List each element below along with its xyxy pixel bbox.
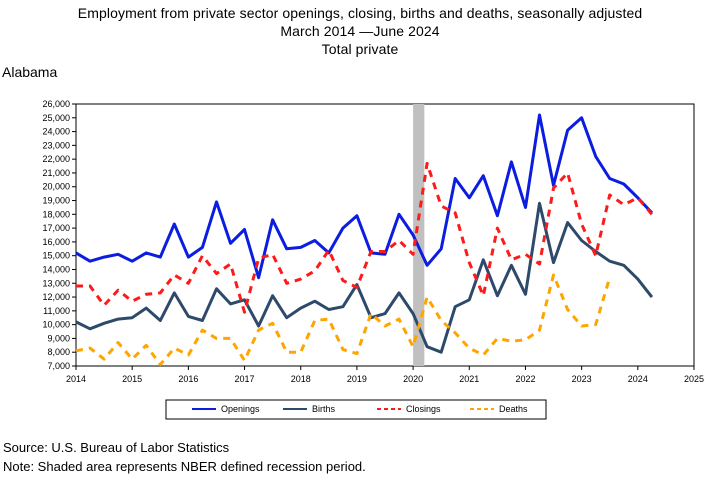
y-tick-label: 11,000 (43, 306, 70, 316)
legend-box (165, 399, 547, 420)
x-tick-label: 2023 (572, 374, 592, 384)
legend-label-closings: Closings (406, 404, 441, 414)
plot-frame (75, 103, 695, 367)
y-tick-label: 8,000 (47, 347, 70, 357)
y-tick-label: 22,000 (42, 154, 70, 164)
x-tick-label: 2019 (347, 374, 367, 384)
y-tick-label: 13,000 (42, 278, 70, 288)
chart-title: Employment from private sector openings,… (77, 5, 643, 21)
y-tick-label: 21,000 (42, 168, 70, 178)
y-tick-label: 26,000 (42, 99, 70, 109)
series-line-closings (76, 161, 654, 314)
series-line-births (75, 201, 654, 354)
y-tick-label: 20,000 (42, 182, 70, 192)
source-note: Source: U.S. Bureau of Labor Statistics (3, 440, 230, 455)
y-tick-label: 19,000 (42, 196, 70, 206)
y-tick-label: 16,000 (42, 237, 70, 247)
y-tick-label: 14,000 (42, 264, 70, 274)
y-tick-label: 24,000 (42, 127, 70, 137)
recession-note: Note: Shaded area represents NBER define… (3, 459, 366, 474)
x-tick-label: 2020 (403, 374, 423, 384)
chart-title-block: Employment from private sector openings,… (0, 4, 720, 58)
legend-label-births: Births (312, 404, 336, 414)
legend-label-deaths: Deaths (499, 404, 528, 414)
x-tick-label: 2015 (122, 374, 142, 384)
series-line-deaths (75, 273, 612, 367)
y-tick-label: 17,000 (42, 223, 70, 233)
x-tick-label: 2022 (515, 374, 535, 384)
series-line-openings (75, 113, 653, 280)
y-tick-label: 10,000 (42, 320, 70, 330)
legend-label-openings: Openings (221, 404, 260, 414)
y-tick-label: 12,000 (42, 292, 70, 302)
y-tick-label: 18,000 (42, 209, 70, 219)
y-tick-label: 25,000 (42, 113, 70, 123)
chart-subtitle-dates: March 2014 —June 2024 (280, 23, 440, 39)
x-tick-label: 2025 (684, 374, 704, 384)
x-tick-label: 2018 (291, 374, 311, 384)
recession-band (413, 104, 425, 366)
y-tick-label: 23,000 (42, 140, 70, 150)
x-tick-label: 2024 (628, 374, 648, 384)
region-label: Alabama (2, 64, 58, 80)
y-tick-label: 9,000 (47, 333, 70, 343)
y-tick-label: 7,000 (47, 361, 70, 371)
chart-subtitle-industry: Total private (321, 41, 399, 57)
x-tick-label: 2016 (178, 374, 198, 384)
x-tick-label: 2017 (235, 374, 255, 384)
x-tick-label: 2021 (459, 374, 479, 384)
x-tick-label: 2014 (66, 374, 86, 384)
y-tick-label: 15,000 (42, 251, 70, 261)
